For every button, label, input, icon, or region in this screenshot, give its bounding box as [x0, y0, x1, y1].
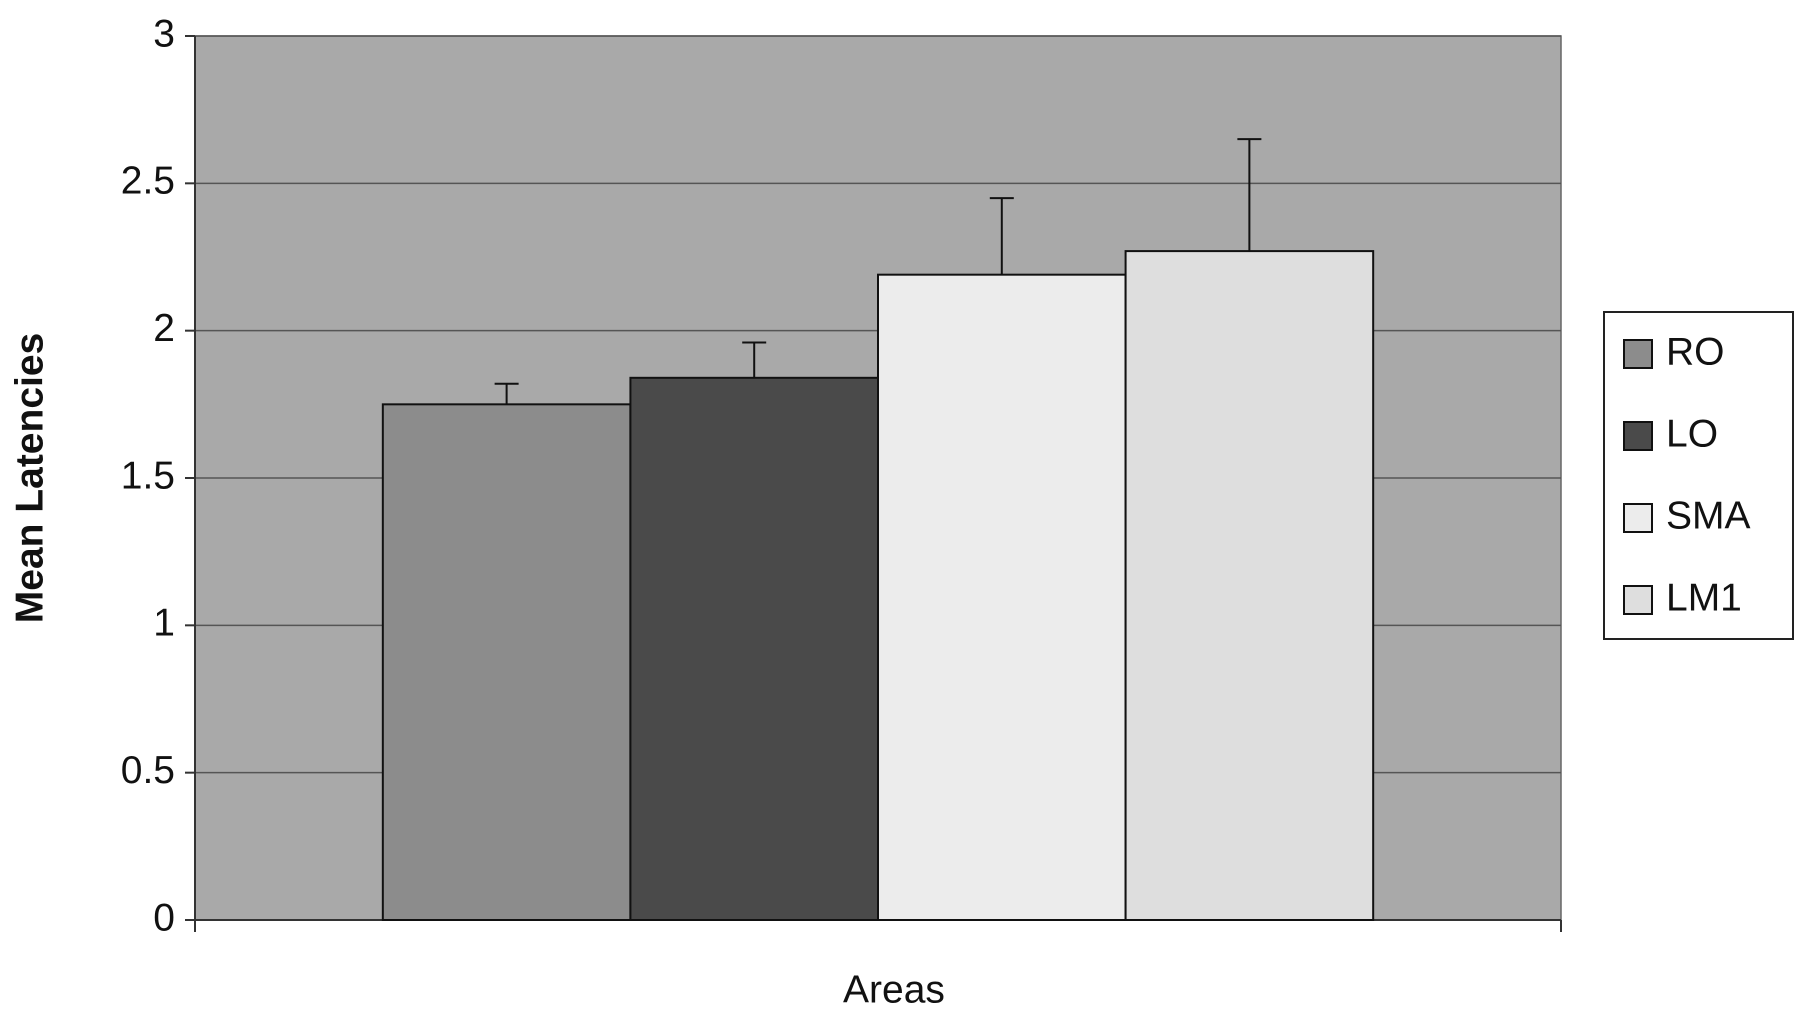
y-tick-label: 0 [153, 896, 175, 939]
y-tick-label: 2 [153, 307, 175, 350]
legend-label: SMA [1666, 494, 1751, 537]
bar [1124, 250, 1375, 921]
legend-swatch [1623, 585, 1653, 615]
bar [877, 273, 1127, 921]
y-tick-label: 1.5 [121, 454, 175, 497]
x-axis-label: Areas [843, 968, 945, 1011]
bar [629, 376, 879, 921]
y-axis-label: Mean Latencies [8, 333, 51, 623]
y-tick-label: 2.5 [121, 160, 175, 203]
legend-label: RO [1666, 330, 1725, 373]
legend-label: LM1 [1666, 576, 1742, 619]
y-tick-label: 0.5 [121, 749, 175, 792]
legend-label: LO [1666, 412, 1718, 455]
bar [381, 403, 632, 922]
legend-swatch [1623, 503, 1653, 533]
y-tick-label: 3 [153, 12, 175, 55]
legend-swatch [1623, 421, 1653, 451]
y-tick-label: 1 [153, 602, 175, 645]
legend-swatch [1623, 339, 1653, 369]
